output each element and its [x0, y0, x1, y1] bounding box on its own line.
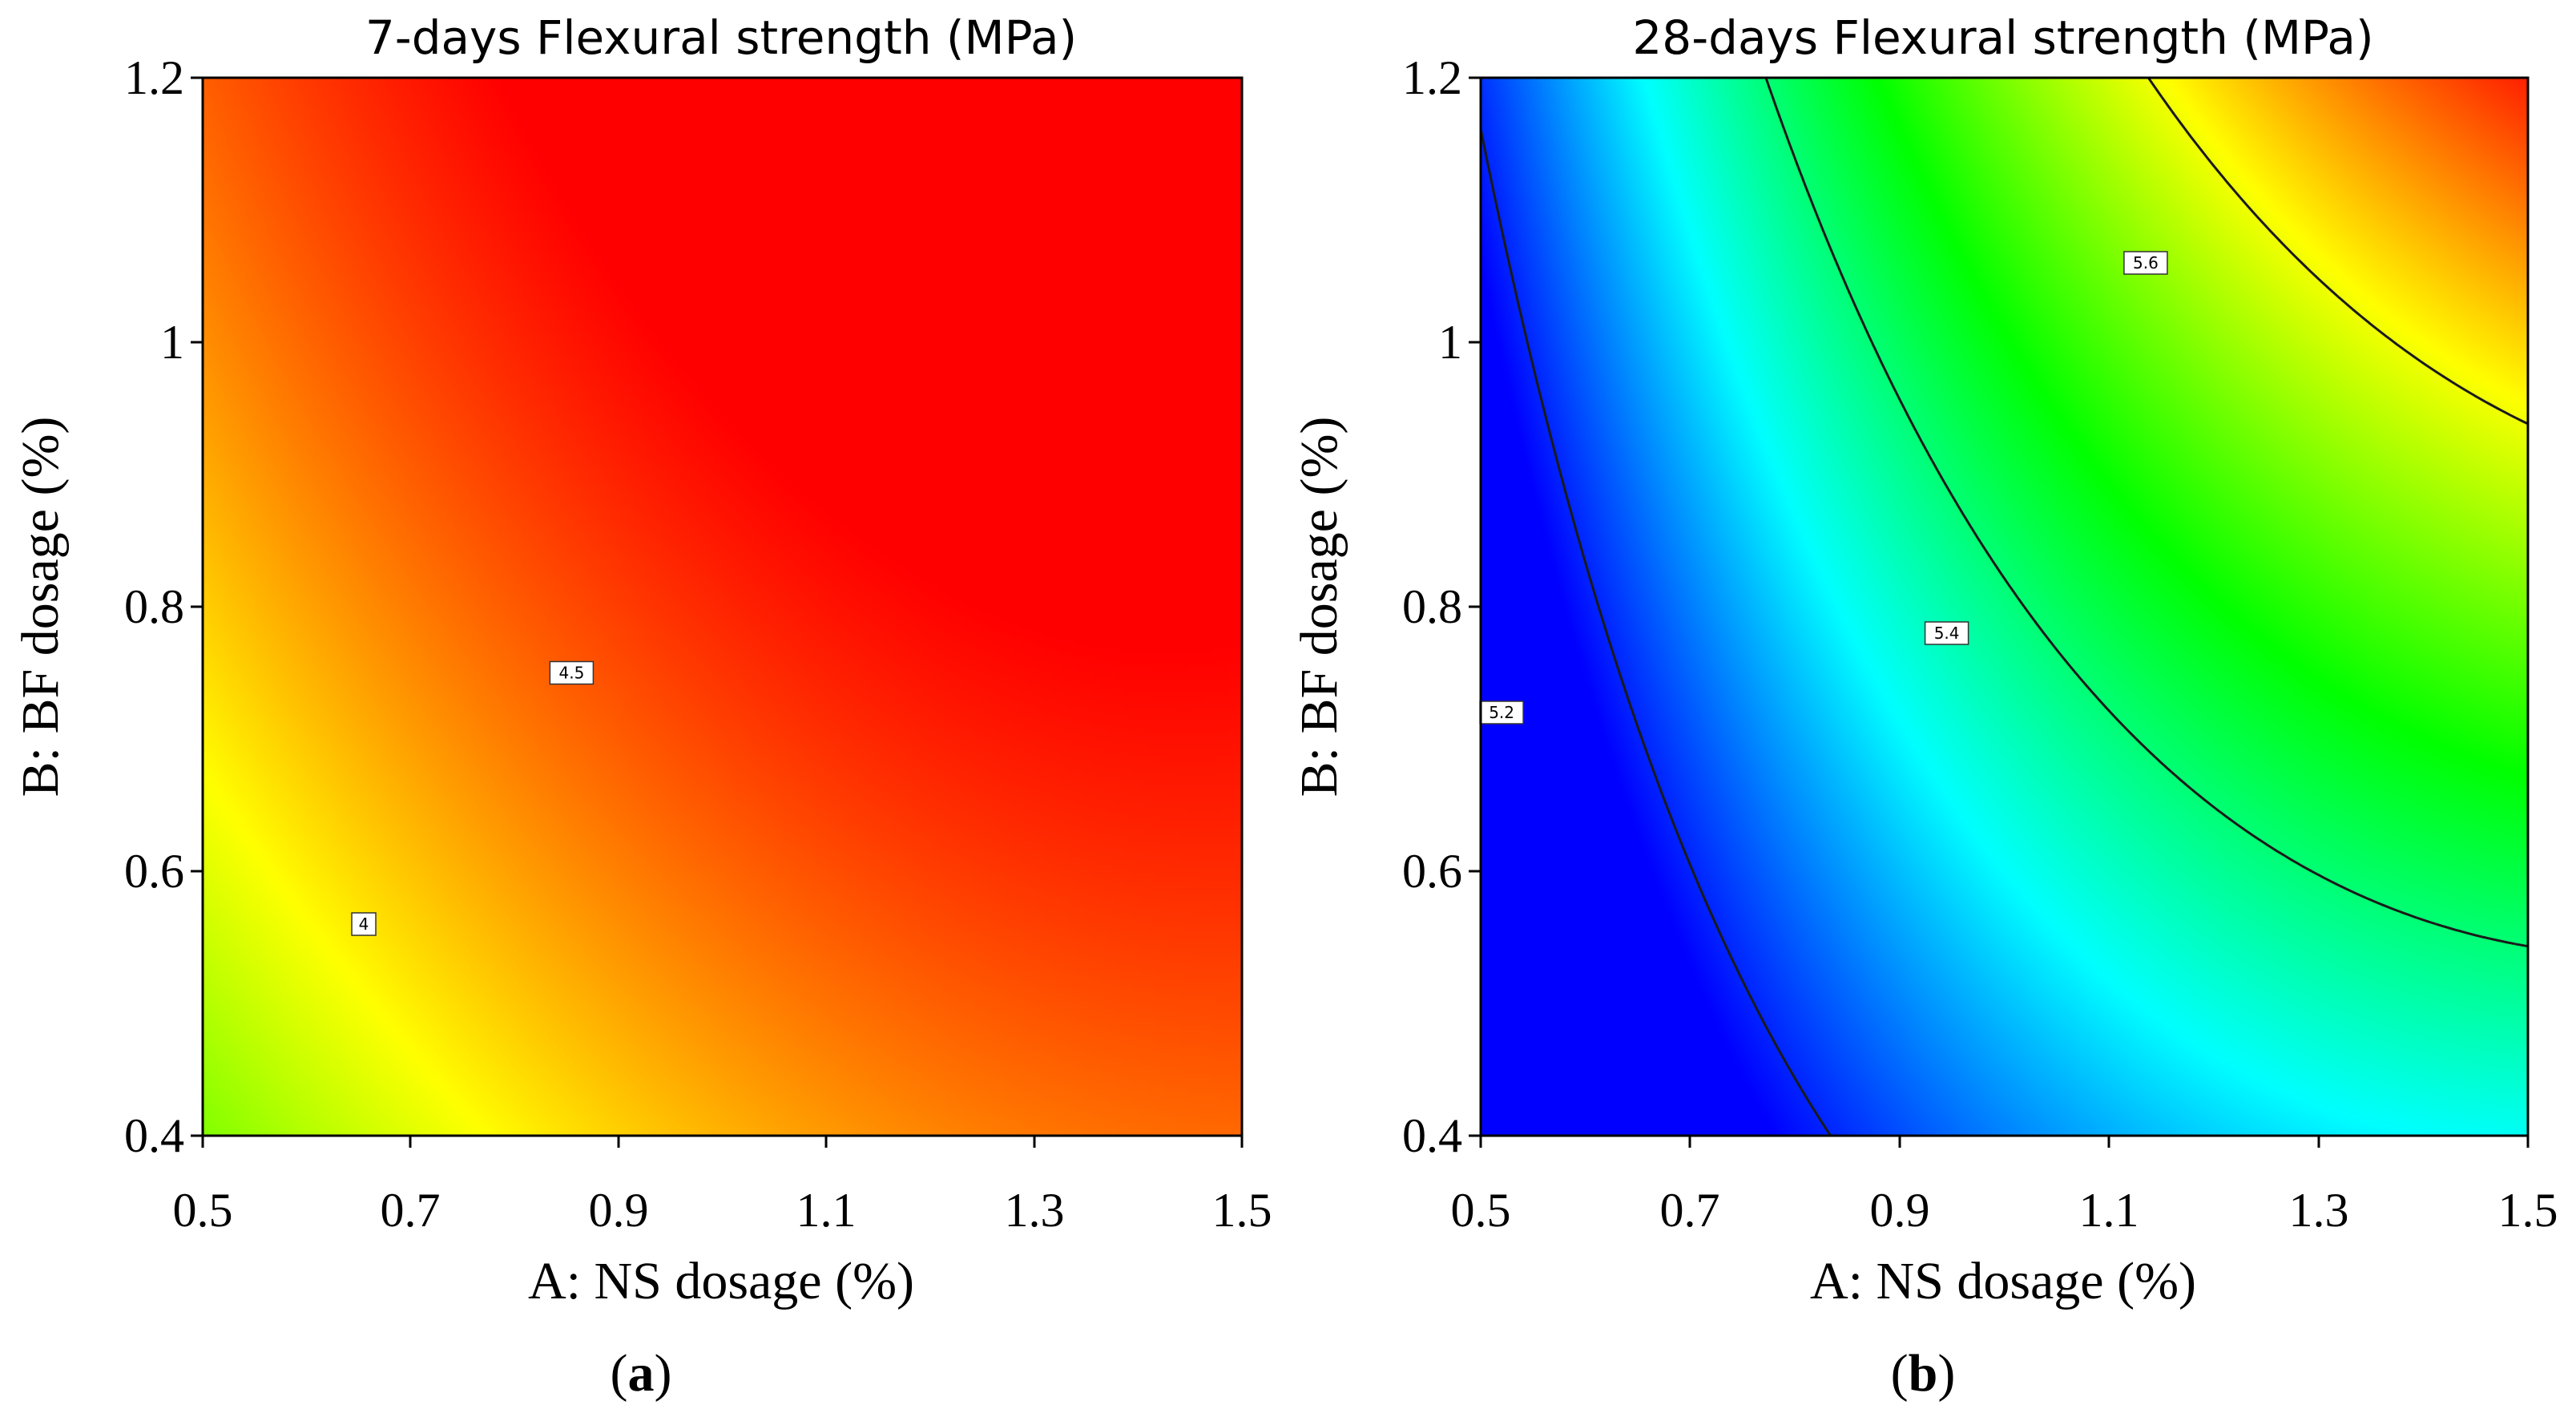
y-axis-label-a: B: BF dosage (%): [11, 417, 70, 797]
x-tick-label: 1.5: [2498, 1184, 2558, 1237]
contour-label-4: 4: [359, 914, 369, 934]
panel-caption-a: (a): [611, 1344, 672, 1403]
x-tick-label: 0.9: [1870, 1184, 1930, 1237]
x-axis-label-a: A: NS dosage (%): [528, 1252, 914, 1310]
chart-title-a: 7-days Flexural strength (MPa): [365, 10, 1077, 65]
contour-line-5.2: [1479, 128, 1832, 1136]
contour-label-5.6: 5.6: [2133, 253, 2159, 272]
y-tick-label: 1: [160, 316, 184, 369]
y-tick-label: 1.2: [1402, 51, 1462, 104]
contour-lines-b: 5.2 5.4 5.6: [1479, 77, 2529, 1136]
x-tick-label: 0.5: [173, 1184, 233, 1237]
x-tick-label: 0.7: [381, 1184, 441, 1237]
x-tick-label: 1.1: [2079, 1184, 2139, 1237]
y-ticks-b: 0.4 0.6 0.8 1 1.2: [1402, 51, 1481, 1162]
contour-label-box: [1924, 621, 1969, 645]
x-tick-label: 1.3: [2289, 1184, 2349, 1237]
x-tick-label: 1.5: [1212, 1184, 1272, 1237]
y-tick-label: 0.8: [1402, 580, 1462, 633]
panel-a-7day-chart: 7-days Flexural strength (MPa) 44.5 0.5 …: [11, 10, 1272, 1403]
contour-label-5.2: 5.2: [1489, 703, 1514, 722]
contour-label-box: [549, 660, 595, 685]
contour-label-box: [1479, 700, 1524, 725]
y-tick-label: 0.6: [124, 845, 184, 898]
contour-label-4.5: 4.5: [558, 664, 584, 683]
x-axis-label-b: A: NS dosage (%): [1810, 1252, 2196, 1310]
y-ticks-a: 0.4 0.6 0.8 1 1.2: [124, 51, 203, 1162]
y-tick-label: 1: [1438, 316, 1462, 369]
x-tick-label: 0.5: [1451, 1184, 1511, 1237]
contour-line-5.6: [2147, 77, 2529, 426]
contour-lines-a: 44.5: [351, 660, 595, 936]
heatmap-a: [203, 78, 1242, 1136]
contour-label-box: [2123, 251, 2168, 275]
x-tick-label: 1.3: [1005, 1184, 1065, 1237]
x-tick-label: 1.1: [796, 1184, 857, 1237]
panel-b-28day-chart: 28-days Flexural strength (MPa) 5.25.45.…: [1290, 10, 2558, 1403]
y-tick-label: 0.8: [124, 580, 184, 633]
x-ticks-b: 0.5 0.7 0.9 1.1 1.3 1.5: [1451, 1136, 2558, 1237]
y-tick-label: 0.4: [124, 1109, 184, 1162]
panel-caption-b: (b): [1891, 1344, 1956, 1403]
y-tick-label: 0.6: [1402, 845, 1462, 898]
x-ticks-a: 0.5 0.7 0.9 1.1 1.3 1.5: [173, 1136, 1272, 1237]
y-axis-label-b: B: BF dosage (%): [1290, 417, 1348, 797]
x-tick-label: 0.7: [1660, 1184, 1720, 1237]
x-tick-label: 0.9: [589, 1184, 649, 1237]
heatmap-b: [1481, 78, 2528, 1136]
y-tick-label: 0.4: [1402, 1109, 1462, 1162]
contour-label-5.4: 5.4: [1934, 624, 1960, 643]
chart-title-b: 28-days Flexural strength (MPa): [1632, 10, 2373, 65]
contour-line-5.4: [1764, 77, 2529, 948]
y-tick-label: 1.2: [124, 51, 184, 104]
contour-label-box: [351, 912, 377, 936]
